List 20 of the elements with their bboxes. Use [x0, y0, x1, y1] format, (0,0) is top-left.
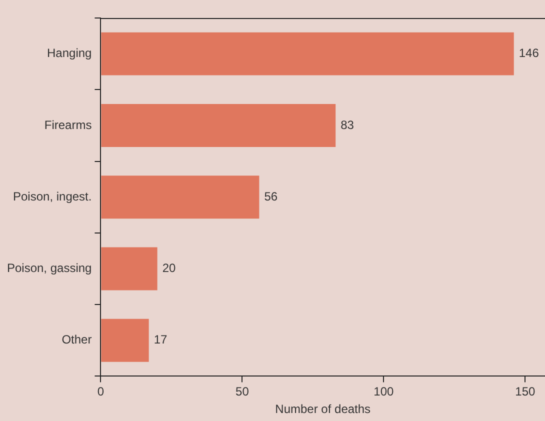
- data-label: 56: [264, 189, 278, 204]
- x-axis-title: Number of deaths: [275, 402, 371, 416]
- y-tick-label: Hanging: [47, 46, 92, 60]
- data-label: 83: [340, 118, 354, 132]
- x-tick-label: 0: [97, 384, 104, 399]
- data-label: 146: [518, 46, 540, 60]
- data-label: 17: [154, 332, 168, 347]
- y-tick-label: Poison, ingest.: [13, 189, 92, 204]
- bar: [101, 104, 336, 147]
- x-tick-label: 50: [236, 384, 250, 399]
- x-tick-label: 100: [374, 384, 394, 399]
- bar: [101, 247, 158, 290]
- y-tick-label: Other: [62, 332, 92, 347]
- bar: [101, 318, 149, 362]
- y-tick-label: Firearms: [44, 118, 92, 132]
- bar: [101, 176, 260, 219]
- y-tick-label: Poison, gassing: [6, 261, 92, 276]
- bar: [101, 32, 514, 76]
- data-label: 20: [162, 261, 176, 276]
- x-tick-label: 150: [515, 384, 536, 399]
